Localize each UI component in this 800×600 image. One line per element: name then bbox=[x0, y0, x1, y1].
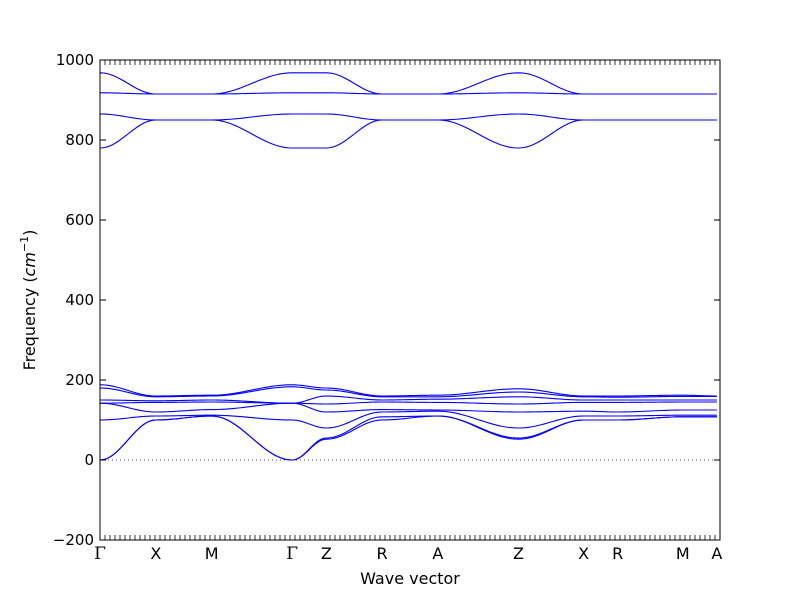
band-series-7 bbox=[99, 410, 717, 429]
kpoint-label: X bbox=[578, 544, 589, 563]
band-series-6 bbox=[99, 415, 717, 461]
y-tick-label: 200 bbox=[65, 371, 94, 389]
band-series-9 bbox=[100, 401, 717, 405]
plot-frame bbox=[99, 59, 721, 541]
band-series-11 bbox=[99, 386, 717, 398]
y-tick-label: 0 bbox=[84, 451, 94, 469]
y-tick-label: 800 bbox=[65, 131, 94, 149]
x-axis-label: Wave vector bbox=[360, 569, 460, 588]
y-tick-label: 400 bbox=[65, 291, 94, 309]
y-axis-label-open-paren: ( bbox=[20, 276, 39, 287]
band-series-8 bbox=[99, 402, 717, 413]
band-series-10 bbox=[100, 395, 717, 404]
y-axis-ticks: −200 0 200 400 600 800 1000 bbox=[53, 51, 720, 549]
y-axis-label-close-paren: ) bbox=[20, 230, 39, 236]
y-axis-label-unit-exponent: −1 bbox=[18, 236, 31, 252]
band-series-2 bbox=[99, 113, 717, 121]
kpoint-label: R bbox=[612, 544, 623, 563]
y-axis-label-text: Frequency bbox=[20, 288, 39, 371]
kpoint-label: Z bbox=[321, 544, 332, 563]
kpoint-label: A bbox=[432, 544, 443, 563]
y-axis-label-unit: cm bbox=[20, 252, 39, 276]
kpoint-label: Γ bbox=[286, 544, 298, 564]
kpoint-label: Γ bbox=[94, 544, 106, 564]
kpoint-label: X bbox=[150, 544, 161, 563]
kpoint-label: R bbox=[377, 544, 388, 563]
kpoint-label: A bbox=[711, 544, 722, 563]
kpoint-label: M bbox=[205, 544, 219, 563]
band-lines bbox=[99, 72, 717, 461]
y-axis-label: Frequency (cm−1) bbox=[18, 230, 39, 371]
band-series-4 bbox=[99, 72, 717, 95]
y-tick-label: 600 bbox=[65, 211, 94, 229]
band-series-12 bbox=[99, 384, 717, 397]
kpoint-label: Z bbox=[513, 544, 524, 563]
y-tick-label: −200 bbox=[53, 531, 94, 549]
band-series-5 bbox=[99, 415, 717, 461]
x-axis-ticks bbox=[99, 60, 721, 540]
band-series-1 bbox=[99, 119, 717, 149]
kpoint-label: M bbox=[676, 544, 690, 563]
y-tick-label: 1000 bbox=[56, 51, 94, 69]
